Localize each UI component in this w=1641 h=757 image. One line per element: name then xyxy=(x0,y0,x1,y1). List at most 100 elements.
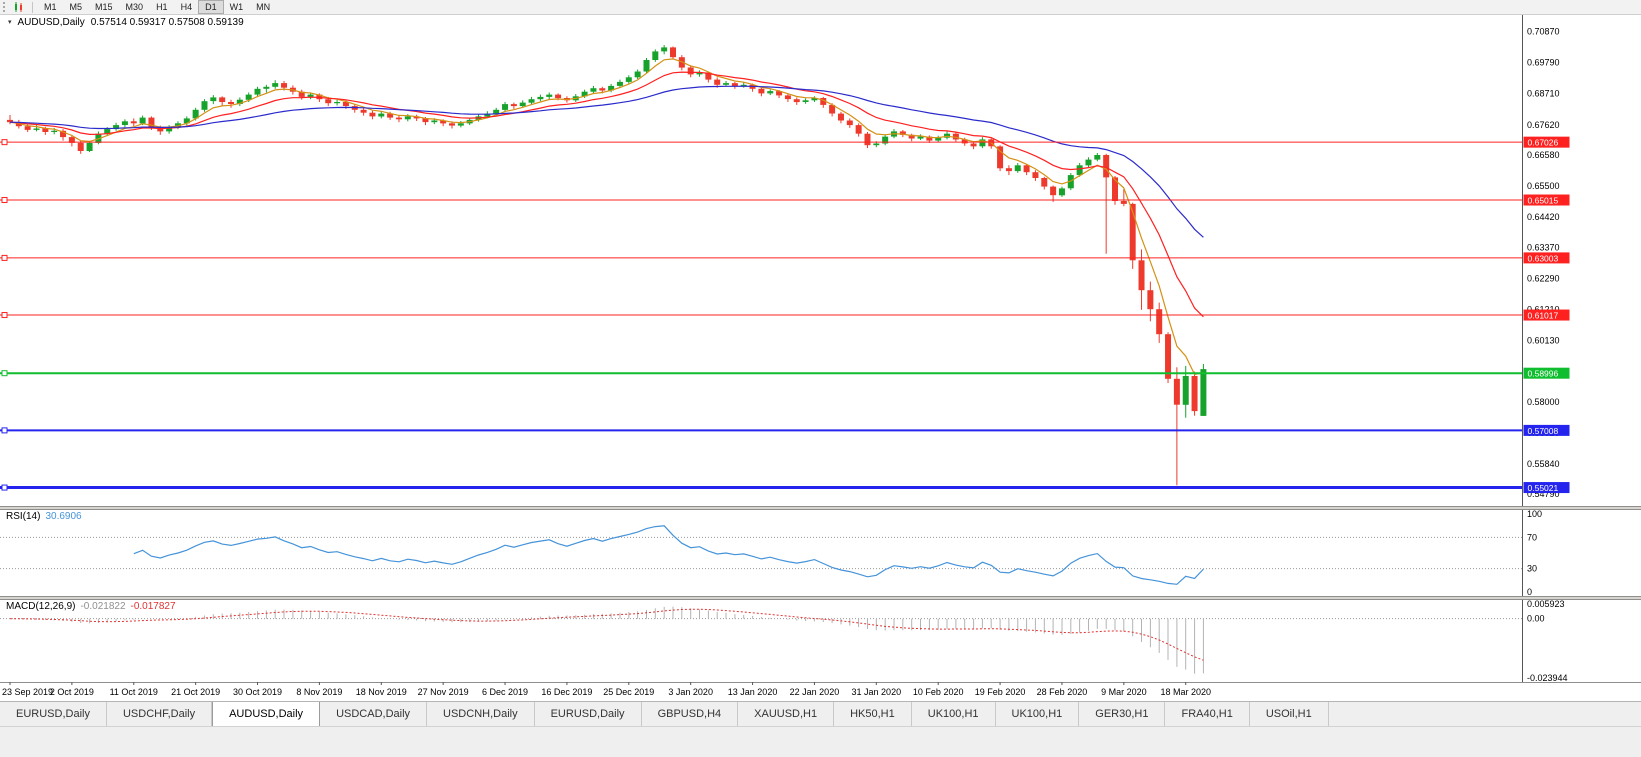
svg-text:0.00: 0.00 xyxy=(1527,614,1545,624)
svg-text:8 Nov 2019: 8 Nov 2019 xyxy=(296,687,342,697)
svg-text:16 Dec 2019: 16 Dec 2019 xyxy=(541,687,592,697)
chart-tab-uk100-h1[interactable]: UK100,H1 xyxy=(911,702,996,726)
svg-text:0.61210: 0.61210 xyxy=(1527,304,1560,314)
chart-tab-xauusd-h1[interactable]: XAUUSD,H1 xyxy=(738,702,835,726)
timeframe-buttons: M1 M5 M15 M30 H1 H4 D1 W1 MN xyxy=(38,0,276,14)
chart-tab-ger30-h1[interactable]: GER30,H1 xyxy=(1079,702,1166,726)
chart-type-icon xyxy=(13,1,25,13)
chart-tab-usdcnh-daily[interactable]: USDCNH,Daily xyxy=(427,702,535,726)
svg-text:0.58996: 0.58996 xyxy=(1528,369,1559,379)
svg-text:22 Jan 2020: 22 Jan 2020 xyxy=(790,687,840,697)
hline-handle xyxy=(1,312,8,319)
hline-handle xyxy=(1,427,8,434)
svg-text:0.60130: 0.60130 xyxy=(1527,336,1560,346)
svg-text:0.54790: 0.54790 xyxy=(1527,489,1560,499)
svg-text:31 Jan 2020: 31 Jan 2020 xyxy=(852,687,902,697)
svg-text:18 Mar 2020: 18 Mar 2020 xyxy=(1160,687,1211,697)
svg-text:0.55021: 0.55021 xyxy=(1528,483,1559,493)
hline-price-label xyxy=(1523,482,1570,494)
svg-text:0.61017: 0.61017 xyxy=(1528,311,1559,321)
chart-tabs-bar: EURUSD,Daily USDCHF,Daily AUDUSD,Daily USDC… xyxy=(0,701,1641,726)
svg-text:0.64420: 0.64420 xyxy=(1527,212,1560,222)
timeframe-button-h1[interactable]: H1 xyxy=(156,2,168,12)
timeframe-button-m5[interactable]: M5 xyxy=(69,2,83,12)
svg-text:70: 70 xyxy=(1527,532,1537,542)
macd-signal-line xyxy=(10,608,1204,661)
macd-name: MACD(12,26,9) xyxy=(6,601,76,612)
status-bar xyxy=(0,726,1641,757)
svg-text:0: 0 xyxy=(1527,587,1532,597)
svg-text:2 Oct 2019: 2 Oct 2019 xyxy=(50,687,94,697)
chart-tab-usdcad-daily[interactable]: USDCAD,Daily xyxy=(320,702,428,726)
svg-text:25 Dec 2019: 25 Dec 2019 xyxy=(603,687,654,697)
svg-text:0.69790: 0.69790 xyxy=(1527,58,1560,68)
macd-main-value: -0.021822 xyxy=(80,601,126,612)
svg-text:0.55840: 0.55840 xyxy=(1527,459,1560,469)
hline-handle xyxy=(1,484,8,491)
svg-text:-0.023944: -0.023944 xyxy=(1527,673,1568,683)
svg-text:0.58000: 0.58000 xyxy=(1527,397,1560,407)
chart-tab-hk50-h1[interactable]: HK50,H1 xyxy=(834,702,912,726)
hline-price-label xyxy=(1523,309,1570,321)
svg-text:18 Nov 2019: 18 Nov 2019 xyxy=(356,687,407,697)
chart-tab-usdchf-daily[interactable]: USDCHF,Daily xyxy=(106,702,213,726)
timeframe-button-d1[interactable]: D1 xyxy=(198,0,224,14)
ma-line-34 xyxy=(9,85,1204,238)
rsi-name: RSI(14) xyxy=(6,511,41,522)
timeframe-button-mn[interactable]: MN xyxy=(256,2,271,12)
svg-text:0.005923: 0.005923 xyxy=(1527,599,1565,609)
svg-text:30: 30 xyxy=(1527,564,1537,574)
svg-text:21 Oct 2019: 21 Oct 2019 xyxy=(171,687,220,697)
chart-tab-usoil-h1[interactable]: USOil,H1 xyxy=(1249,702,1329,726)
macd-signal-value: -0.017827 xyxy=(130,601,176,612)
chart-tab-uk100-h1[interactable]: UK100,H1 xyxy=(995,702,1080,726)
svg-text:0.67026: 0.67026 xyxy=(1528,138,1559,148)
svg-text:19 Feb 2020: 19 Feb 2020 xyxy=(975,687,1026,697)
timeframe-button-h4[interactable]: H4 xyxy=(180,2,193,12)
ma-line-5 xyxy=(9,58,1204,376)
hline-handle xyxy=(1,139,8,146)
chart-tab-gbpusd-h4[interactable]: GBPUSD,H4 xyxy=(641,702,739,726)
macd-indicator-label: MACD(12,26,9) -0.021822 -0.017827 xyxy=(6,601,176,612)
svg-text:3 Jan 2020: 3 Jan 2020 xyxy=(668,687,713,697)
chart-title: ▾ AUDUSD,Daily 0.57514 0.59317 0.57508 0… xyxy=(8,17,244,28)
hline-price-label xyxy=(1523,424,1570,436)
timeframe-button-w1[interactable]: W1 xyxy=(229,2,244,12)
symbol-period-label: AUDUSD,Daily xyxy=(17,17,85,28)
candles-layer xyxy=(7,45,1207,486)
panel-splitter[interactable] xyxy=(0,596,1641,600)
chart-tab-audusd-daily[interactable]: AUDUSD,Daily xyxy=(212,702,321,726)
svg-text:0.66580: 0.66580 xyxy=(1527,150,1560,160)
rsi-value: 30.6906 xyxy=(45,511,82,522)
hline-handle xyxy=(1,254,8,261)
rsi-line xyxy=(133,525,1204,585)
chart-tab-eurusd-daily[interactable]: EURUSD,Daily xyxy=(534,702,642,726)
hline-price-label xyxy=(1523,367,1570,379)
timeframe-button-m15[interactable]: M15 xyxy=(95,2,113,12)
svg-text:0.57008: 0.57008 xyxy=(1528,426,1559,436)
svg-text:28 Feb 2020: 28 Feb 2020 xyxy=(1037,687,1088,697)
svg-text:11 Oct 2019: 11 Oct 2019 xyxy=(110,687,158,697)
ohlc-values: 0.57514 0.59317 0.57508 0.59139 xyxy=(90,17,244,28)
chart-tab-fra40-h1[interactable]: FRA40,H1 xyxy=(1165,702,1250,726)
svg-text:0.70870: 0.70870 xyxy=(1527,27,1560,37)
svg-text:6 Dec 2019: 6 Dec 2019 xyxy=(482,687,528,697)
chart-dropdown-icon[interactable]: ▾ xyxy=(8,18,12,26)
svg-text:0.68710: 0.68710 xyxy=(1527,89,1560,99)
hline-handle xyxy=(1,370,8,377)
svg-text:100: 100 xyxy=(1527,509,1542,519)
panel-splitter[interactable] xyxy=(0,506,1641,510)
hline-price-label xyxy=(1523,136,1570,148)
hline-price-label xyxy=(1523,194,1570,206)
timeframe-toolbar: M1 M5 M15 M30 H1 H4 D1 W1 MN xyxy=(0,0,1641,15)
svg-text:0.65500: 0.65500 xyxy=(1527,181,1560,191)
timeframe-button-m30[interactable]: M30 xyxy=(125,2,144,12)
toolbar-grip[interactable] xyxy=(3,2,9,12)
ma-line-13 xyxy=(9,71,1204,318)
timeframe-button-m1[interactable]: M1 xyxy=(44,2,57,12)
svg-text:0.62290: 0.62290 xyxy=(1527,273,1560,283)
svg-text:0.65015: 0.65015 xyxy=(1528,196,1559,206)
chart-tab-eurusd-daily[interactable]: EURUSD,Daily xyxy=(0,702,107,726)
macd-histogram xyxy=(18,606,1204,674)
